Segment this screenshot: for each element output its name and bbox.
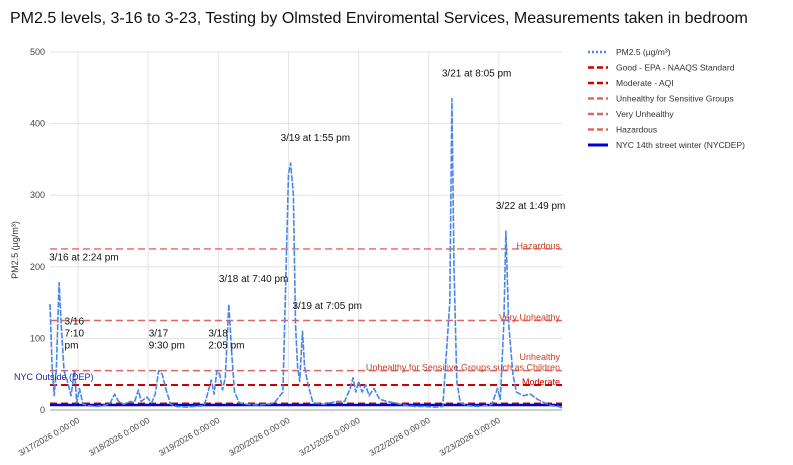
x-tick-label: 3/19/2026 0:00:00 — [157, 415, 222, 458]
annotation-label: 3/22 at 1:49 pm — [496, 201, 565, 212]
annotation-line: 3/17 — [149, 329, 169, 340]
legend: PM2.5 (µg/m³) Good - EPA - NAAQS Standard… — [588, 47, 745, 150]
reference-label: Moderate — [522, 377, 560, 387]
series-layer — [49, 97, 563, 409]
legend-label: PM2.5 (µg/m³) — [616, 47, 671, 57]
y-tick-label: 500 — [30, 47, 45, 57]
gridlines — [50, 51, 562, 411]
annotation-line: 3/16 at 2:24 pm — [49, 253, 119, 264]
reference-label: Hazardous — [516, 241, 560, 251]
annotation-line: 7:10 — [65, 329, 85, 340]
chart-title: PM2.5 levels, 3-16 to 3-23, Testing by O… — [10, 10, 748, 27]
annotation-label: 3/16 7:10 pm — [65, 317, 85, 352]
legend-label: Hazardous — [616, 125, 657, 135]
reference-label: Very Unhealthy — [499, 313, 561, 323]
annotation-line: 3/21 at 8:05 pm — [442, 69, 512, 80]
annotation-line: 3/18 at 7:40 pm — [219, 274, 288, 285]
annotation-label: 3/19 at 7:05 pm — [292, 301, 362, 312]
x-tick-label: 3/22/2026 0:00:00 — [367, 415, 432, 458]
legend-label: Very Unhealthy — [616, 109, 674, 119]
y-tick-label: 100 — [30, 333, 45, 343]
annotation-line: 3/19 at 1:55 pm — [281, 133, 351, 144]
annotation-line: 3/22 at 1:49 pm — [496, 201, 565, 212]
annotation-line: 9:30 pm — [149, 341, 185, 352]
annotations: 3/16 at 2:24 pm 3/16 7:10 pm 3/17 9:30 pm 3/18… — [49, 69, 565, 352]
x-tick-label: 3/17/2026 0:00:00 — [17, 415, 82, 458]
reference-labels: Hazardous Very Unhealthy UnhealthyUnhealth… — [14, 241, 560, 387]
y-tick-label: 300 — [30, 190, 45, 200]
annotation-label: 3/18 2:05 pm — [208, 329, 244, 352]
annotation-line: 3/16 — [65, 317, 85, 328]
series-line-pm25 — [49, 97, 563, 409]
annotation-line: 3/18 — [208, 329, 228, 340]
legend-label: Unhealthy for Sensitive Groups — [616, 94, 734, 104]
annotation-line: 2:05 pm — [208, 341, 244, 352]
annotation-label: 3/16 at 2:24 pm — [49, 253, 119, 264]
x-axis-ticks: 3/17/2026 0:00:00 3/18/2026 0:00:00 3/19/2… — [17, 415, 502, 458]
reference-label: NYC Outside (DEP) — [14, 372, 94, 382]
y-tick-label: 200 — [30, 262, 45, 272]
y-tick-label: 400 — [30, 119, 45, 129]
annotation-label: 3/19 at 1:55 pm — [281, 133, 351, 144]
y-axis-label: PM2.5 (µg/m³) — [10, 221, 20, 279]
annotation-line: 3/19 at 7:05 pm — [292, 301, 362, 312]
annotation-label: 3/17 9:30 pm — [149, 329, 185, 352]
reference-label: Unhealthy for Sensitive Groups such as C… — [366, 363, 560, 373]
legend-label: Good - EPA - NAAQS Standard — [616, 63, 735, 73]
annotation-label: 3/21 at 8:05 pm — [442, 69, 512, 80]
annotation-label: 3/18 at 7:40 pm — [219, 274, 288, 285]
legend-label: Moderate - AQI — [616, 78, 674, 88]
reference-label: Unhealthy — [519, 352, 560, 362]
x-tick-label: 3/23/2026 0:00:00 — [438, 415, 503, 458]
annotation-line: pm — [65, 341, 79, 352]
legend-label: NYC 14th street winter (NYCDEP) — [616, 140, 745, 150]
x-tick-label: 3/21/2026 0:00:00 — [297, 415, 362, 458]
x-tick-label: 3/20/2026 0:00:00 — [227, 415, 292, 458]
x-tick-label: 3/18/2026 0:00:00 — [87, 415, 152, 458]
y-axis-ticks: 0 100 200 300 400 500 — [30, 47, 45, 415]
reference-lines — [50, 248, 562, 407]
y-tick-label: 0 — [40, 405, 45, 415]
